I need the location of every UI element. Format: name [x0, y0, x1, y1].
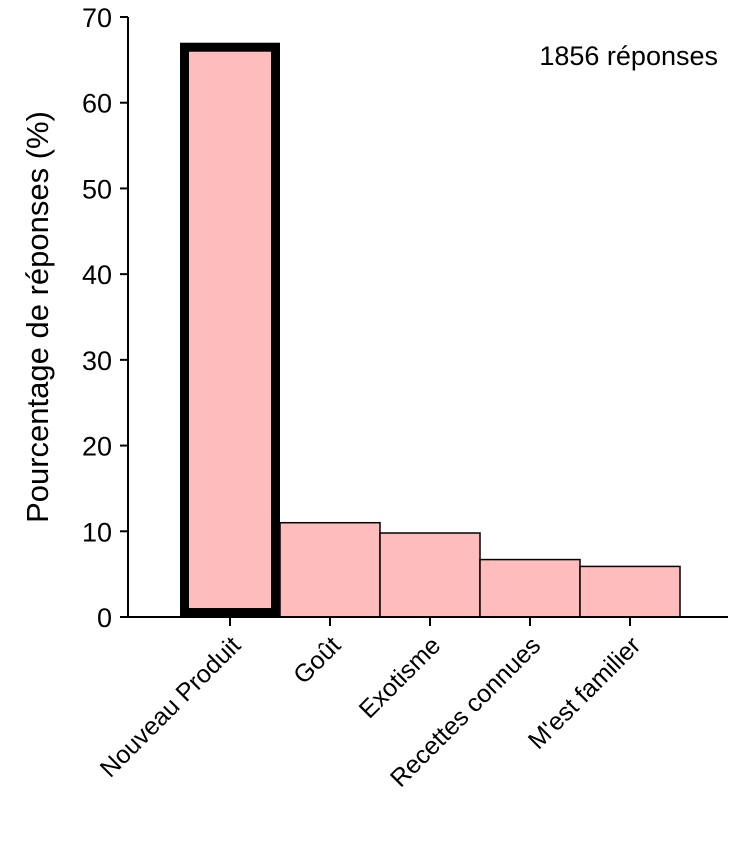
y-tick-label: 70: [82, 3, 112, 33]
bar-4: [579, 565, 681, 618]
y-tick-label: 20: [82, 432, 112, 462]
bars-group: [180, 42, 681, 618]
bar-1: [279, 521, 381, 618]
y-tick-label: 30: [82, 346, 112, 376]
category-label: Goût: [288, 631, 346, 689]
y-tick-label: 0: [97, 603, 112, 633]
category-label: Nouveau Produit: [95, 631, 247, 783]
y-axis: 0 10 20 30 40 50 60 70: [82, 3, 129, 633]
bar-3: [479, 558, 581, 618]
category-label: Exotisme: [354, 631, 446, 723]
bar-2: [379, 532, 481, 618]
y-tick-label: 50: [82, 174, 112, 204]
y-tick-label: 60: [82, 89, 112, 119]
y-tick-label: 40: [82, 260, 112, 290]
response-count-annotation: 1856 réponses: [539, 41, 718, 71]
y-tick-label: 10: [82, 517, 112, 547]
bar-0: [180, 42, 280, 617]
y-axis-title: Pourcentage de réponses (%): [20, 111, 55, 523]
